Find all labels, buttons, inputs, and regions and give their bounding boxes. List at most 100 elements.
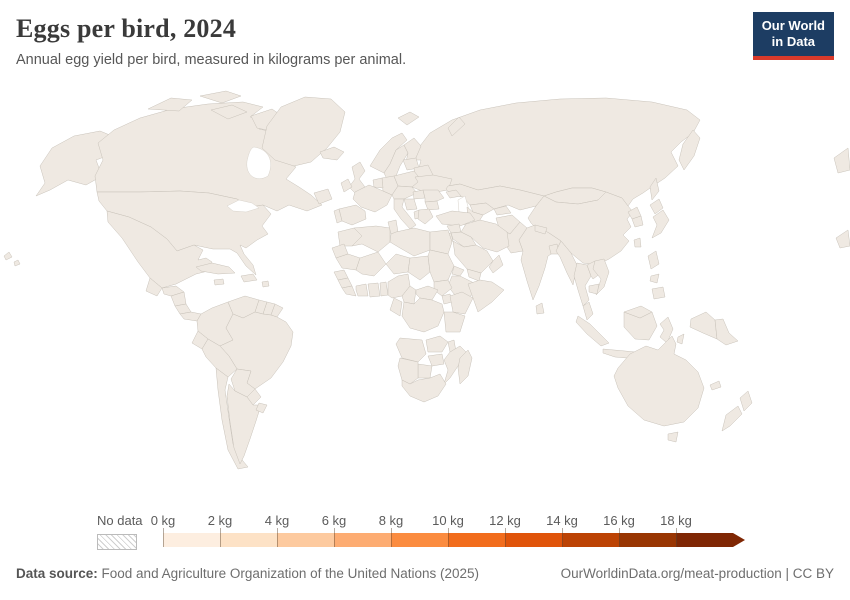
country-greenland[interactable] [261,96,346,167]
country-caucasus[interactable] [445,189,462,199]
country-vietnam[interactable] [592,258,610,296]
country-turkey[interactable] [435,210,476,227]
country-uruguay[interactable] [255,402,268,414]
country-argentina[interactable] [226,383,262,465]
country-usa-hawaii[interactable] [3,251,13,261]
country-france[interactable] [352,184,393,213]
country-mexico[interactable] [106,210,213,289]
country-somalia[interactable] [467,279,505,313]
legend-bin-18+-kg[interactable] [676,533,733,547]
country-niger[interactable] [385,253,411,275]
country-papua-new-guinea[interactable] [714,318,739,346]
country-canada-arctic-island[interactable] [147,97,193,112]
country-new-zealand-south[interactable] [721,405,743,432]
country-ghana[interactable] [367,282,381,298]
legend-bin-14-16-kg[interactable] [562,533,619,547]
country-south-sudan[interactable] [433,279,453,297]
legend-bin-6-8-kg[interactable] [334,533,391,547]
country-south-africa[interactable] [401,373,447,403]
legend-bin-12-14-kg[interactable] [505,533,562,547]
country-spain[interactable] [338,204,367,226]
legend-no-data-swatch[interactable] [97,534,137,550]
country-eritrea[interactable] [451,265,465,277]
country-japan-honshu[interactable] [651,209,670,239]
country-cambodia[interactable] [588,283,600,295]
country-sri-lanka[interactable] [535,302,545,315]
country-mali[interactable] [355,251,387,277]
country-hispaniola[interactable] [240,273,258,283]
country-indonesia-maluku[interactable] [676,333,685,345]
country-madagascar[interactable] [457,349,473,385]
country-new-caledonia[interactable] [709,380,722,391]
country-cameroon[interactable] [401,285,417,305]
legend-bin-4-6-kg[interactable] [277,533,334,547]
country-myanmar[interactable] [555,240,578,286]
country-chad[interactable] [407,255,431,281]
country-malaysia-peninsula[interactable] [582,301,594,321]
country-syria[interactable] [446,223,462,234]
country-japan-hokkaido[interactable] [649,198,664,215]
country-namibia[interactable] [397,357,419,385]
country-sudan[interactable] [427,249,455,283]
country-puerto-rico[interactable] [261,280,270,288]
country-russia-wrap2[interactable] [835,229,850,249]
country-greece[interactable] [417,208,434,225]
country-iran[interactable] [460,219,510,253]
country-russia-sakhalin[interactable] [649,177,660,201]
country-australia-tasmania[interactable] [667,431,679,443]
country-indonesia-sumatra[interactable] [575,315,610,347]
country-dr-congo[interactable] [401,297,445,333]
country-tanzania[interactable] [443,311,466,333]
country-western-balkans[interactable] [403,198,418,211]
country-canada-arctic-island[interactable] [210,104,248,120]
country-usa-hawaii[interactable] [13,259,21,267]
country-bulgaria[interactable] [424,200,440,211]
country-canada-arctic-island[interactable] [199,90,242,104]
country-svalbard[interactable] [397,111,420,126]
country-chile[interactable] [215,367,249,470]
country-italy[interactable] [393,198,417,230]
legend-bin-2-4-kg[interactable] [220,533,277,547]
legend-bin-8-10-kg[interactable] [391,533,448,547]
country-ireland[interactable] [340,178,353,193]
country-novaya-zemlya[interactable] [447,116,466,137]
country-benelux[interactable] [372,177,384,189]
country-canada-newfoundland[interactable] [313,188,333,205]
country-iceland[interactable] [319,146,345,161]
country-kenya[interactable] [449,291,474,315]
country-brazil[interactable] [219,311,294,390]
country-new-zealand-north[interactable] [739,390,753,412]
country-ukraine[interactable] [411,174,453,193]
country-malaysia-borneo[interactable] [623,305,653,319]
legend-bin-10-12-kg[interactable] [448,533,505,547]
country-mozambique[interactable] [443,345,467,385]
country-cuba[interactable] [195,262,236,275]
country-russia-kamchatka[interactable] [678,129,701,171]
country-libya[interactable] [389,227,431,257]
country-russia-wrap[interactable] [833,147,850,174]
country-jamaica[interactable] [213,278,225,286]
legend-no-data[interactable]: No data [97,513,143,550]
country-egypt[interactable] [429,229,453,255]
country-taiwan[interactable] [633,237,642,248]
country-nepal[interactable] [534,224,548,235]
country-portugal[interactable] [333,208,343,224]
country-australia[interactable] [613,335,705,427]
country-togo-benin[interactable] [379,281,389,297]
country-guatemala[interactable] [145,277,163,297]
country-south-korea[interactable] [631,215,644,228]
country-romania[interactable] [422,189,445,203]
legend-bin-0-2-kg[interactable] [163,533,220,547]
country-philippines-visayas[interactable] [649,273,660,284]
owid-logo[interactable]: Our World in Data [752,12,834,60]
country-philippines-luzon[interactable] [647,250,660,270]
country-philippines-mindanao[interactable] [651,286,666,300]
country-indonesia-papua[interactable] [689,311,718,340]
country-oman[interactable] [488,254,504,274]
country-kyrgyzstan-tajikistan[interactable] [493,205,512,216]
world-choropleth-map[interactable] [0,88,850,500]
country-cote-divoire[interactable] [355,283,369,297]
country-uzbekistan[interactable] [469,202,495,216]
country-sierra-leone-liberia[interactable] [341,285,357,297]
country-zimbabwe[interactable] [427,353,445,367]
